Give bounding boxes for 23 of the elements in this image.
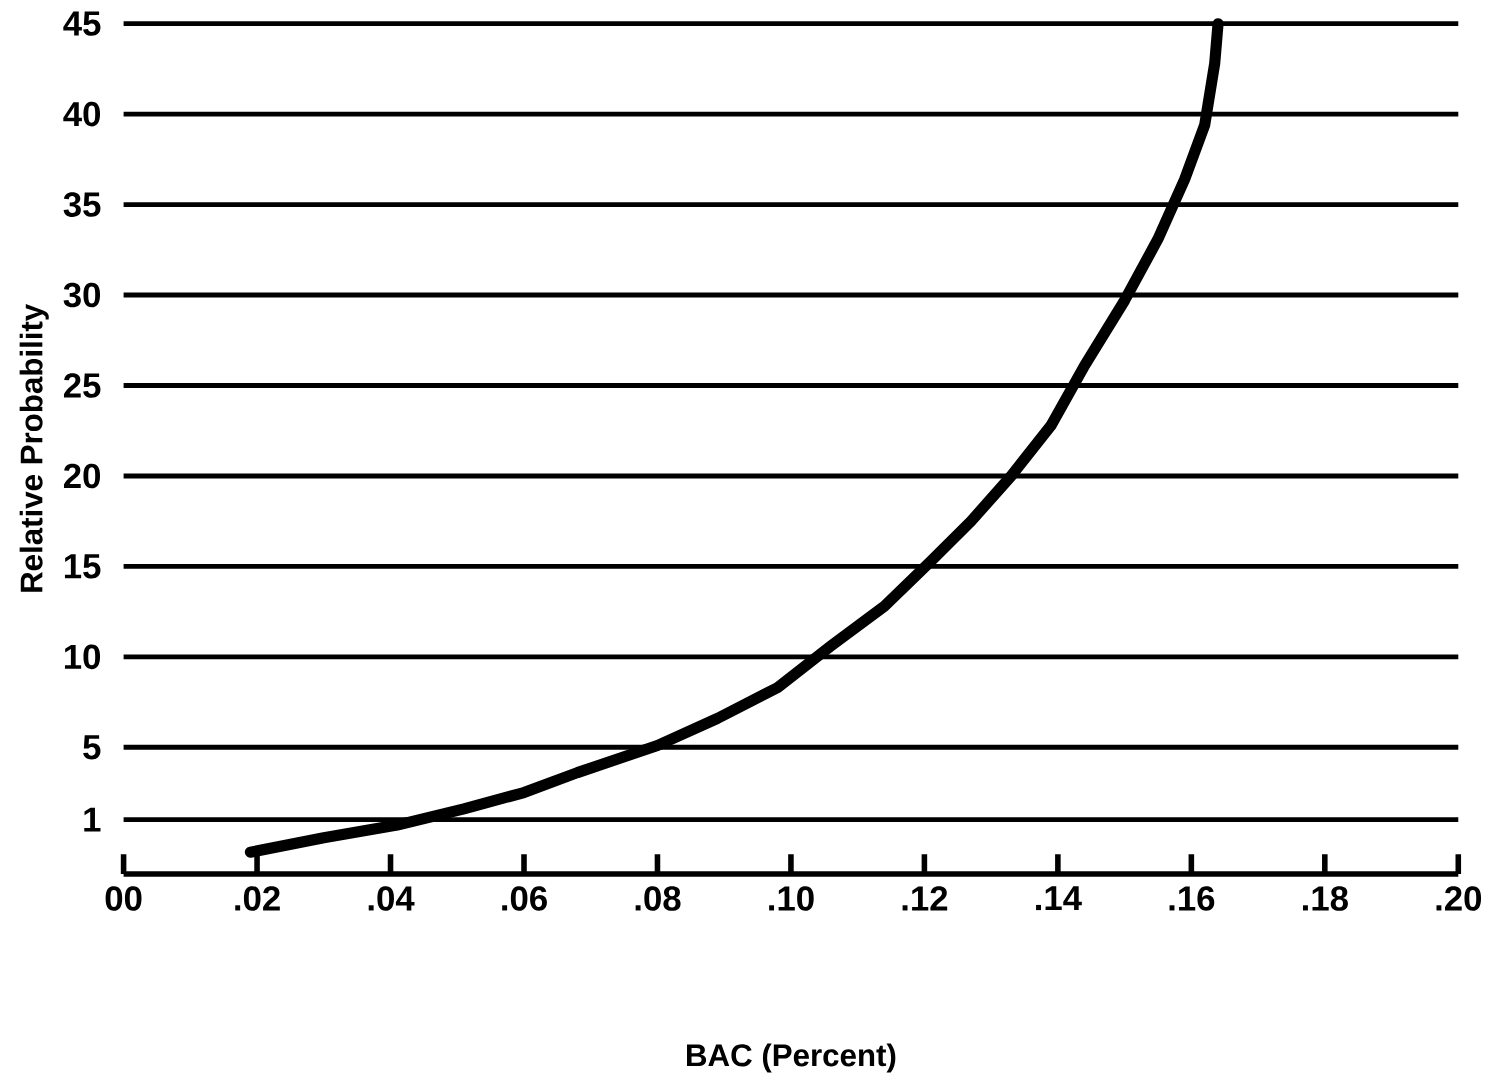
y-tick-label: 35 (63, 192, 101, 218)
x-tick-label: .20 (1436, 886, 1482, 912)
x-tick-label: .12 (902, 886, 948, 911)
x-tick-label: .14 (1036, 886, 1082, 911)
x-tick-label: .18 (1303, 886, 1348, 912)
y-tick-label: 1 (84, 807, 101, 832)
y-tick-label: 10 (64, 644, 101, 670)
x-tick-label: 00 (105, 886, 142, 912)
x-tick-label: .04 (368, 886, 415, 912)
x-tick-label: .10 (769, 886, 814, 912)
y-tick-label: 45 (63, 11, 101, 37)
y-tick-label: 15 (64, 554, 101, 579)
x-tick-label: .06 (502, 886, 547, 912)
x-tick-label: .08 (635, 886, 681, 912)
y-tick-label: 20 (63, 463, 101, 489)
y-tick-label: 30 (63, 282, 101, 308)
x-axis-title: BAC (Percent) (687, 1043, 896, 1073)
y-tick-label: 5 (83, 735, 101, 760)
x-tick-label: .02 (235, 886, 280, 912)
y-axis-title: Relative Probability (19, 304, 49, 593)
x-tick-label: .16 (1169, 886, 1215, 912)
y-tick-label: 40 (63, 102, 101, 127)
y-tick-label: 25 (63, 373, 101, 399)
